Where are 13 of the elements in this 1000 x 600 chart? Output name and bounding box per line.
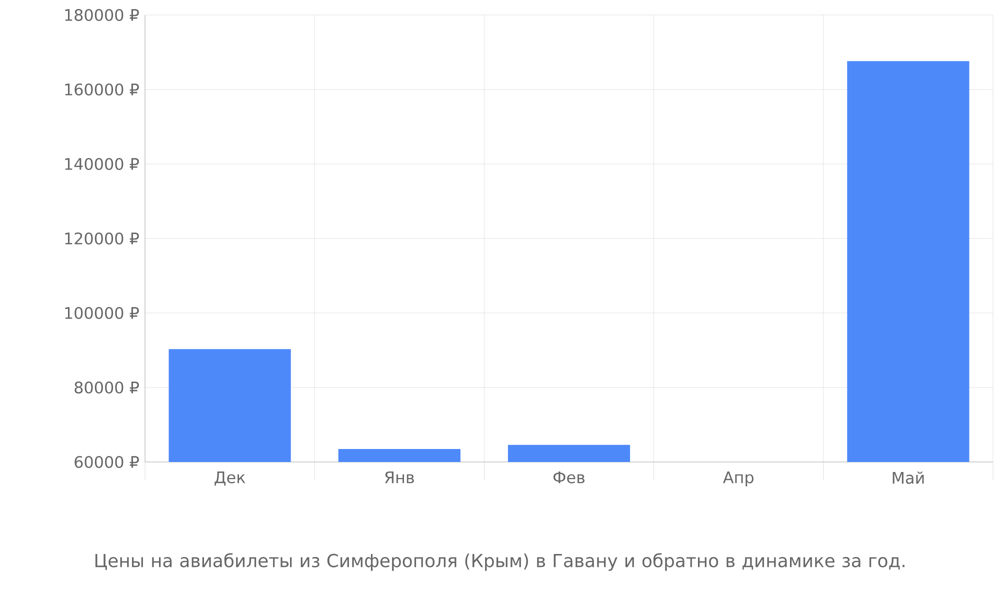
y-tick-label: 60000 ₽ — [74, 456, 139, 468]
y-tick-label: 100000 ₽ — [65, 306, 139, 320]
y-tick-label: 160000 ₽ — [65, 83, 139, 96]
y-tick-label: 140000 ₽ — [65, 158, 139, 170]
x-tick-label: Дек — [214, 471, 246, 486]
y-tick-label: 80000 ₽ — [74, 381, 139, 394]
x-tick-label: Май — [892, 472, 924, 484]
y-tick-label: 180000 ₽ — [65, 8, 139, 22]
text: Цены на авиабилеты из Симферополя (Крым) в Гавану и обратно в динамике за год. — [95, 553, 904, 571]
x-tick-label: Янв — [385, 471, 414, 484]
y-tick-label: 120000 ₽ — [65, 232, 139, 245]
x-tick-label: Фев — [553, 471, 585, 484]
x-tick-label: Апр — [723, 471, 754, 486]
